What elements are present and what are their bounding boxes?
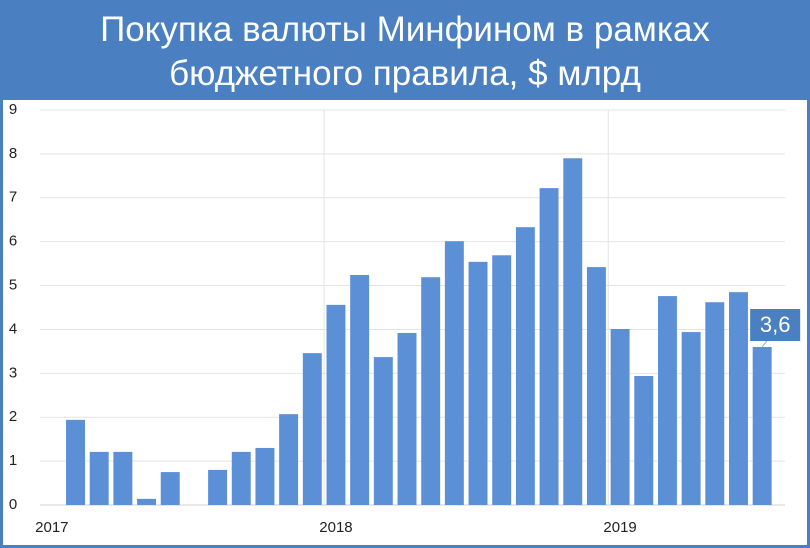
- bar: [586, 267, 606, 505]
- value-label-box: [750, 309, 801, 341]
- bar: [681, 332, 701, 505]
- y-tick-label: 8: [9, 145, 17, 162]
- bar: [350, 275, 370, 505]
- title-banner: Покупка валюты Минфином в рамках бюджетн…: [3, 3, 807, 100]
- x-tick-label: 2019: [603, 519, 636, 536]
- y-tick-label: 5: [9, 277, 17, 294]
- y-tick-label: 0: [9, 496, 17, 513]
- bar: [421, 277, 441, 505]
- y-tick-label: 1: [9, 452, 17, 469]
- bar: [444, 241, 464, 505]
- bar: [231, 451, 251, 505]
- x-tick-label: 2017: [35, 519, 68, 536]
- bar: [373, 357, 393, 505]
- y-tick-label: 9: [9, 101, 17, 118]
- bar: [492, 255, 512, 505]
- bar: [89, 451, 109, 505]
- chart: 0 1 2 3 4 5 6 7 8 9 2017 2018 2019 3,6: [9, 101, 801, 536]
- bar: [468, 261, 488, 505]
- bar: [563, 158, 583, 505]
- bar: [634, 375, 654, 505]
- bar: [66, 419, 85, 505]
- bar: [255, 447, 275, 505]
- bar: [705, 302, 725, 505]
- bar: [302, 353, 322, 505]
- bar: [326, 304, 346, 505]
- bar: [539, 188, 559, 505]
- bar: [729, 292, 748, 505]
- y-tick-label: 7: [9, 189, 17, 206]
- bar: [657, 296, 677, 505]
- bar: [137, 498, 157, 505]
- bar: [610, 329, 630, 505]
- chart-title: Покупка валюты Минфином в рамках бюджетн…: [100, 9, 710, 93]
- x-tick-label: 2018: [319, 519, 352, 536]
- bar: [515, 227, 535, 505]
- bar: [752, 347, 772, 505]
- y-tick-label: 4: [9, 320, 17, 337]
- value-label: 3,6: [760, 312, 791, 337]
- y-tick-label: 3: [9, 364, 17, 381]
- bar: [160, 472, 180, 505]
- y-tick-label: 2: [9, 408, 17, 425]
- bar: [397, 332, 417, 505]
- bar: [279, 414, 299, 505]
- bar: [113, 451, 133, 505]
- y-tick-label: 6: [9, 233, 17, 250]
- bar: [208, 469, 228, 505]
